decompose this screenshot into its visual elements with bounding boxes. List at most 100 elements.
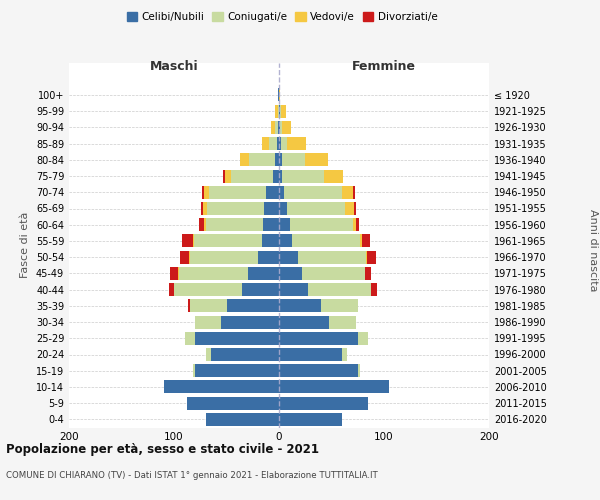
Bar: [178, 267, 179, 280]
Bar: [279, 364, 358, 377]
Bar: [195, 364, 279, 377]
Bar: [278, 88, 279, 102]
Bar: [185, 332, 195, 345]
Bar: [262, 137, 269, 150]
Bar: [280, 104, 281, 118]
Bar: [272, 170, 279, 182]
Bar: [277, 137, 279, 150]
Bar: [266, 186, 279, 199]
Bar: [287, 137, 306, 150]
Bar: [275, 121, 278, 134]
Bar: [308, 283, 371, 296]
Bar: [360, 234, 362, 248]
Bar: [275, 154, 279, 166]
Bar: [265, 202, 279, 215]
Bar: [279, 104, 280, 118]
Text: Popolazione per età, sesso e stato civile - 2021: Popolazione per età, sesso e stato civil…: [6, 442, 319, 456]
Bar: [279, 88, 280, 102]
Bar: [358, 364, 360, 377]
Bar: [281, 137, 287, 150]
Bar: [205, 413, 279, 426]
Bar: [279, 316, 329, 328]
Bar: [279, 202, 287, 215]
Bar: [358, 332, 368, 345]
Bar: [279, 137, 281, 150]
Bar: [248, 267, 279, 280]
Bar: [194, 234, 262, 248]
Bar: [298, 250, 366, 264]
Bar: [279, 380, 389, 394]
Bar: [371, 283, 377, 296]
Bar: [242, 283, 279, 296]
Bar: [258, 250, 279, 264]
Bar: [209, 186, 266, 199]
Bar: [279, 186, 284, 199]
Bar: [211, 348, 279, 361]
Bar: [321, 300, 358, 312]
Bar: [188, 300, 190, 312]
Bar: [170, 267, 178, 280]
Bar: [329, 316, 356, 328]
Bar: [269, 137, 277, 150]
Bar: [353, 186, 355, 199]
Bar: [221, 316, 279, 328]
Bar: [345, 202, 353, 215]
Bar: [205, 218, 263, 231]
Bar: [203, 202, 206, 215]
Bar: [179, 267, 248, 280]
Text: COMUNE DI CHIARANO (TV) - Dati ISTAT 1° gennaio 2021 - Elaborazione TUTTITALIA.I: COMUNE DI CHIARANO (TV) - Dati ISTAT 1° …: [6, 471, 378, 480]
Bar: [282, 154, 305, 166]
Bar: [199, 218, 205, 231]
Bar: [226, 170, 231, 182]
Bar: [188, 250, 190, 264]
Legend: Celibi/Nubili, Coniugati/e, Vedovi/e, Divorziati/e: Celibi/Nubili, Coniugati/e, Vedovi/e, Di…: [122, 8, 442, 26]
Bar: [342, 348, 347, 361]
Text: Anni di nascita: Anni di nascita: [588, 209, 598, 291]
Bar: [353, 202, 356, 215]
Bar: [182, 234, 193, 248]
Bar: [342, 186, 353, 199]
Bar: [174, 283, 242, 296]
Bar: [248, 154, 275, 166]
Bar: [282, 121, 290, 134]
Bar: [279, 396, 368, 409]
Bar: [279, 170, 282, 182]
Bar: [193, 364, 195, 377]
Bar: [205, 186, 209, 199]
Bar: [195, 316, 221, 328]
Bar: [282, 170, 324, 182]
Bar: [279, 154, 282, 166]
Bar: [278, 104, 279, 118]
Bar: [305, 154, 328, 166]
Bar: [280, 121, 282, 134]
Text: Femmine: Femmine: [352, 60, 416, 73]
Bar: [187, 396, 279, 409]
Bar: [163, 380, 279, 394]
Bar: [223, 170, 226, 182]
Bar: [279, 332, 358, 345]
Bar: [279, 267, 302, 280]
Bar: [275, 104, 278, 118]
Bar: [169, 283, 174, 296]
Bar: [263, 218, 279, 231]
Bar: [353, 218, 356, 231]
Bar: [230, 170, 272, 182]
Bar: [279, 121, 280, 134]
Bar: [205, 348, 211, 361]
Bar: [292, 234, 360, 248]
Bar: [287, 202, 345, 215]
Bar: [366, 250, 367, 264]
Bar: [279, 250, 298, 264]
Bar: [356, 218, 359, 231]
Bar: [262, 234, 279, 248]
Text: Maschi: Maschi: [149, 60, 199, 73]
Bar: [284, 186, 342, 199]
Bar: [279, 234, 292, 248]
Bar: [302, 267, 365, 280]
Bar: [362, 234, 370, 248]
Bar: [279, 413, 342, 426]
Bar: [202, 186, 205, 199]
Bar: [181, 250, 189, 264]
Bar: [279, 218, 290, 231]
Y-axis label: Fasce di età: Fasce di età: [20, 212, 30, 278]
